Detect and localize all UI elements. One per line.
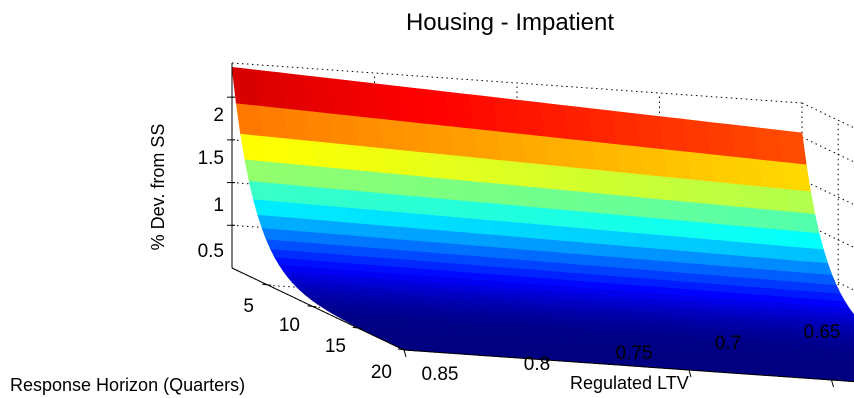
surface-patch <box>787 189 815 214</box>
chart-title: Housing - Impatient <box>406 9 614 36</box>
surface-patch <box>565 106 593 142</box>
y-axis-label: Response Horizon (Quarters) <box>10 375 245 395</box>
x-tick-label: 0.85 <box>422 364 459 385</box>
y-tick-label: 10 <box>279 315 300 336</box>
x-tick-mark <box>404 350 406 357</box>
y-tick-mark <box>307 306 316 307</box>
surface-patch <box>707 122 735 157</box>
z-axis-label: % Dev. from SS <box>148 124 168 251</box>
surface-patch <box>796 231 824 249</box>
x-tick-mark <box>832 380 834 387</box>
z-tick-label: 1.5 <box>198 148 224 169</box>
y-tick-mark <box>262 284 271 285</box>
surface-patch <box>517 100 545 137</box>
z-tick-label: 0.5 <box>198 241 224 262</box>
x-tick-label: 0.7 <box>715 333 741 354</box>
x-axis-label: Regulated LTV <box>570 373 689 393</box>
x-tick-mark <box>689 370 691 377</box>
z-tick-label: 1 <box>213 195 224 216</box>
y-tick-label: 20 <box>371 362 392 383</box>
z-tick-labels: 0.5 1 1.5 2 <box>198 105 224 262</box>
surface-patch <box>783 162 811 192</box>
y-tick-label: 5 <box>243 296 254 317</box>
surface-patch <box>800 248 828 264</box>
surface-patch <box>778 130 806 165</box>
box-top-side <box>802 103 854 185</box>
z-tick-label: 2 <box>213 105 224 126</box>
x-tick-label: 0.65 <box>804 322 841 343</box>
x-tick-label: 0.8 <box>524 354 550 375</box>
surface-patch <box>791 212 819 233</box>
y-tick-label: 15 <box>325 336 346 357</box>
x-tick-label: 0.75 <box>616 343 653 364</box>
